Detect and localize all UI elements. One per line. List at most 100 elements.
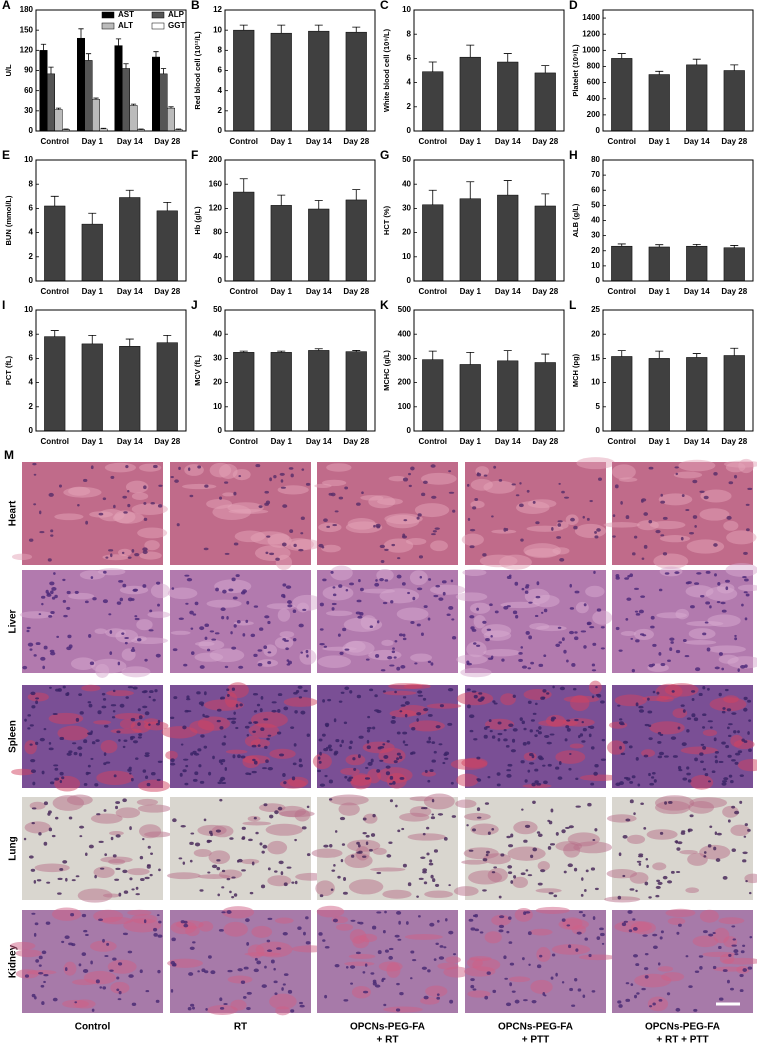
nucleus xyxy=(283,639,289,642)
nucleus xyxy=(580,630,587,633)
nucleus xyxy=(129,877,133,881)
tissue-texture xyxy=(233,621,254,626)
histology-image xyxy=(311,793,458,900)
error-bar xyxy=(503,180,512,196)
nucleus xyxy=(54,777,60,781)
nucleus xyxy=(123,739,128,742)
nucleus xyxy=(643,827,647,830)
nucleus xyxy=(192,613,197,616)
tissue-texture xyxy=(283,697,318,707)
nucleus xyxy=(694,757,698,762)
tissue-texture xyxy=(139,463,162,472)
nucleus xyxy=(431,495,437,499)
nucleus xyxy=(576,931,582,935)
y-tick-label: 8 xyxy=(407,29,412,38)
tissue-texture xyxy=(522,783,552,789)
nucleus xyxy=(66,752,72,756)
nucleus xyxy=(521,808,524,811)
nucleus xyxy=(246,991,252,995)
nucleus xyxy=(395,1008,401,1012)
tissue-texture xyxy=(370,867,406,872)
nucleus xyxy=(35,697,40,700)
nucleus xyxy=(640,595,646,598)
tissue-texture xyxy=(197,716,231,731)
bar xyxy=(47,73,55,132)
nucleus xyxy=(713,543,718,547)
nucleus xyxy=(537,755,543,760)
tissue-texture xyxy=(437,962,459,970)
nucleus xyxy=(38,613,42,616)
tissue-texture xyxy=(93,866,115,878)
nucleus xyxy=(305,482,311,486)
nucleus xyxy=(432,878,436,883)
tissue-texture xyxy=(404,934,443,940)
error-bar xyxy=(655,350,664,359)
nucleus xyxy=(573,867,578,872)
nucleus xyxy=(734,752,741,756)
nucleus xyxy=(287,600,292,604)
nucleus xyxy=(450,579,454,583)
error-bar xyxy=(48,66,54,74)
nucleus xyxy=(142,584,147,588)
nucleus xyxy=(733,730,737,734)
nucleus xyxy=(347,778,352,782)
nucleus xyxy=(532,847,538,852)
nucleus xyxy=(50,529,54,533)
nucleus xyxy=(122,583,127,588)
nucleus xyxy=(183,758,189,761)
tissue-texture xyxy=(705,586,738,601)
nucleus xyxy=(123,890,129,894)
nucleus xyxy=(260,884,266,889)
nucleus xyxy=(224,481,229,484)
nucleus xyxy=(215,587,219,592)
nucleus xyxy=(536,782,542,786)
nucleus xyxy=(702,726,706,729)
nucleus xyxy=(274,870,278,873)
nucleus xyxy=(106,942,110,946)
histology-image xyxy=(167,906,329,1016)
nucleus xyxy=(191,651,195,656)
nucleus xyxy=(278,753,285,757)
legend-label: AST xyxy=(118,10,134,19)
nucleus xyxy=(357,615,363,619)
nucleus xyxy=(375,523,381,528)
tissue-texture xyxy=(242,821,272,826)
nucleus xyxy=(349,965,356,969)
nucleus xyxy=(344,648,350,651)
nucleus xyxy=(328,744,332,748)
nucleus xyxy=(468,849,474,852)
nucleus xyxy=(713,737,717,742)
nucleus xyxy=(350,982,353,985)
tissue-texture xyxy=(409,720,445,732)
nucleus xyxy=(110,704,117,707)
nucleus xyxy=(94,874,97,879)
tissue-texture xyxy=(167,587,198,600)
tissue-texture xyxy=(450,758,488,770)
nucleus xyxy=(220,762,224,765)
tissue-texture xyxy=(555,750,586,764)
nucleus xyxy=(527,769,531,773)
nucleus xyxy=(340,859,344,863)
nucleus xyxy=(469,714,475,719)
nucleus xyxy=(78,752,83,757)
legend-label: GGT xyxy=(168,21,185,30)
nucleus xyxy=(747,828,751,832)
nucleus xyxy=(589,626,595,629)
nucleus xyxy=(362,817,367,821)
nucleus xyxy=(730,779,734,784)
tissue-texture xyxy=(718,654,739,664)
nucleus xyxy=(109,630,113,634)
nucleus xyxy=(718,692,722,697)
nucleus xyxy=(144,754,150,758)
nucleus xyxy=(617,1000,622,1004)
nucleus xyxy=(422,697,427,701)
x-tick-label: Day 28 xyxy=(721,137,747,146)
nucleus xyxy=(650,615,655,620)
nucleus xyxy=(384,949,389,953)
nucleus xyxy=(523,727,527,731)
tissue-texture xyxy=(730,824,750,836)
nucleus xyxy=(82,478,88,482)
nucleus xyxy=(631,775,636,779)
nucleus xyxy=(696,572,702,575)
tissue-texture xyxy=(223,921,248,937)
